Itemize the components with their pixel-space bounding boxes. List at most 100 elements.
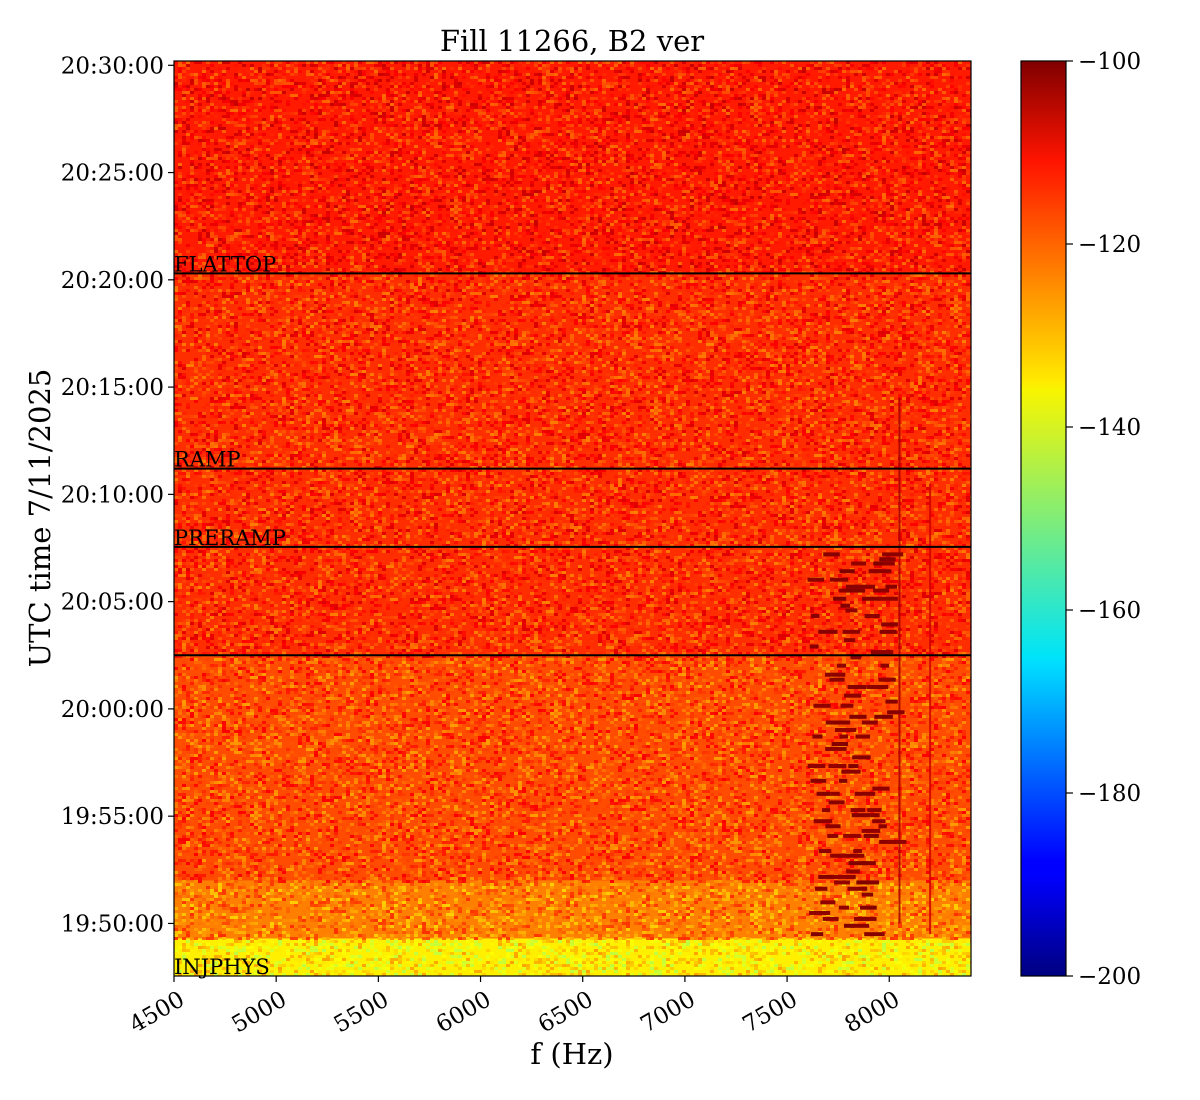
pulse-mark — [871, 650, 890, 654]
pulse-mark — [841, 770, 860, 774]
pulse-mark — [829, 800, 845, 804]
pulse-mark — [844, 638, 855, 642]
colorbar-tick-label: −120 — [1078, 232, 1141, 258]
colorbar-tick-label: −140 — [1078, 415, 1141, 441]
pulse-mark — [867, 685, 888, 689]
pulse-mark — [874, 715, 893, 719]
pulse-mark — [815, 887, 827, 891]
y-tick-label: 20:10:00 — [61, 482, 164, 508]
pulse-mark — [809, 911, 830, 915]
pulse-mark — [835, 728, 856, 732]
pulse-mark — [828, 764, 846, 768]
pulse-mark — [882, 552, 903, 556]
pulse-mark — [839, 906, 849, 910]
pulse-mark — [819, 849, 832, 853]
pulse-mark — [862, 829, 881, 833]
plot-area — [174, 61, 974, 976]
pulse-mark — [864, 932, 884, 936]
pulse-mark — [843, 834, 860, 838]
pulse-mark — [885, 700, 897, 704]
y-tick-label: 19:50:00 — [61, 911, 164, 937]
pulse-mark — [825, 673, 845, 677]
phase-label: PRERAMP — [174, 526, 286, 550]
pulse-mark — [851, 924, 869, 928]
pulse-mark — [834, 880, 850, 884]
pulse-mark — [808, 578, 825, 582]
pulse-mark — [851, 562, 866, 566]
pulse-mark — [877, 597, 898, 601]
pulse-mark — [849, 861, 869, 865]
phase-label: FLATTOP — [174, 252, 276, 276]
pulse-mark — [865, 614, 880, 618]
pulse-mark — [825, 747, 846, 751]
pulse-mark — [845, 608, 857, 612]
x-tick-label: 7500 — [738, 987, 802, 1039]
pulse-mark — [862, 721, 878, 725]
pulse-mark — [849, 715, 866, 719]
pulse-mark — [839, 779, 847, 783]
pulse-mark — [878, 678, 891, 682]
pulse-mark — [881, 664, 890, 668]
y-axis-label: UTC time 7/11/2025 — [23, 369, 57, 668]
pulse-mark — [856, 735, 871, 739]
y-tick-label: 20:15:00 — [61, 375, 164, 401]
pulse-mark — [826, 721, 848, 725]
pulse-mark — [845, 589, 865, 593]
pulse-mark — [837, 664, 846, 668]
x-tick-label: 5500 — [330, 987, 394, 1039]
colorbar-tick-label: −200 — [1078, 964, 1141, 990]
pulse-mark — [832, 742, 842, 746]
pulse-mark — [811, 932, 823, 936]
y-tick-label: 19:55:00 — [61, 804, 164, 830]
pulse-mark — [862, 893, 874, 897]
pulse-mark — [885, 585, 897, 589]
pulse-mark — [830, 792, 839, 796]
pulse-mark — [823, 552, 840, 556]
pulse-mark — [852, 813, 871, 817]
y-tick-label: 20:05:00 — [61, 590, 164, 616]
pulse-mark — [887, 710, 904, 714]
pulse-mark — [856, 685, 866, 689]
pulse-mark — [852, 755, 870, 759]
pulse-mark — [879, 824, 887, 828]
pulse-mark — [872, 819, 885, 823]
pulse-mark — [839, 589, 847, 593]
pulse-mark — [827, 834, 838, 838]
chart-title: Fill 11266, B2 ver — [440, 24, 704, 58]
pulse-mark — [851, 808, 866, 812]
y-tick-label: 20:20:00 — [61, 268, 164, 294]
pulse-mark — [818, 630, 837, 634]
y-tick-label: 20:30:00 — [61, 53, 164, 79]
pulse-mark — [848, 764, 858, 768]
pulse-mark — [820, 900, 835, 904]
pulse-mark — [844, 694, 861, 698]
pulse-mark — [860, 906, 873, 910]
pulse-mark — [887, 840, 907, 844]
colorbar-tick-label: −180 — [1078, 781, 1141, 807]
pulse-mark — [813, 704, 830, 708]
pulse-mark — [867, 808, 881, 812]
pulse-mark — [843, 630, 860, 634]
pulse-mark — [832, 875, 853, 879]
colorbar — [1021, 61, 1066, 976]
x-tick-label: 7000 — [636, 987, 700, 1039]
x-axis-label: f (Hz) — [530, 1037, 613, 1071]
pulse-mark — [873, 589, 889, 593]
x-tick-label: 8000 — [841, 987, 905, 1039]
pulse-mark — [840, 569, 855, 573]
x-tick-label: 4500 — [125, 987, 189, 1039]
pulse-mark — [833, 597, 846, 601]
pulse-mark — [846, 585, 859, 589]
pulse-mark — [812, 735, 822, 739]
pulse-mark — [811, 779, 827, 783]
pulse-mark — [830, 578, 848, 582]
pulse-mark — [829, 678, 844, 682]
pulse-mark — [846, 869, 860, 873]
pulse-mark — [864, 834, 879, 838]
pulse-mark — [841, 704, 854, 708]
pulse-mark — [808, 764, 825, 768]
colorbar-tick-label: −100 — [1078, 49, 1141, 75]
pulse-mark — [840, 604, 850, 608]
x-tick-label: 6500 — [534, 987, 598, 1039]
